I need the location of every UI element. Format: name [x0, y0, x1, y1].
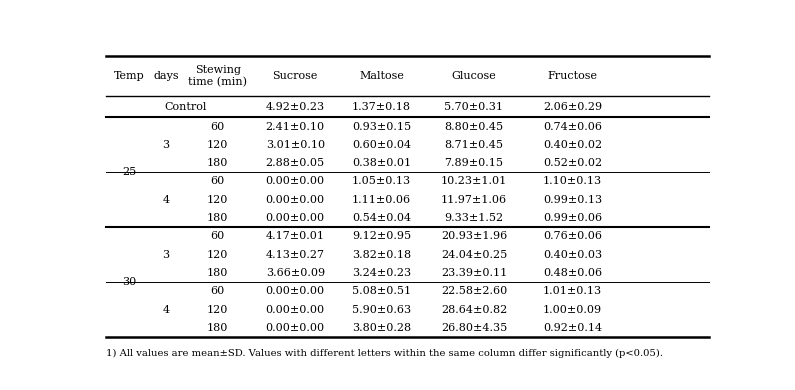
Text: 60: 60	[211, 122, 225, 131]
Text: 10.23±1.01: 10.23±1.01	[441, 177, 507, 186]
Text: 3: 3	[162, 140, 169, 150]
Text: 0.48±0.06: 0.48±0.06	[543, 268, 602, 278]
Text: 180: 180	[207, 158, 228, 168]
Text: 25: 25	[122, 167, 136, 177]
Text: 1) All values are mean±SD. Values with different letters within the same column : 1) All values are mean±SD. Values with d…	[106, 349, 662, 358]
Text: Maltose: Maltose	[359, 71, 404, 81]
Text: 0.93±0.15: 0.93±0.15	[352, 122, 411, 131]
Text: 5.08±0.51: 5.08±0.51	[352, 286, 411, 296]
Text: 24.04±0.25: 24.04±0.25	[441, 250, 507, 260]
Text: 0.60±0.04: 0.60±0.04	[352, 140, 411, 150]
Text: 9.12±0.95: 9.12±0.95	[352, 231, 411, 241]
Text: 8.80±0.45: 8.80±0.45	[444, 122, 503, 131]
Text: 0.00±0.00: 0.00±0.00	[266, 177, 325, 186]
Text: 0.40±0.02: 0.40±0.02	[543, 140, 602, 150]
Text: 1.00±0.09: 1.00±0.09	[543, 305, 602, 315]
Text: 120: 120	[207, 250, 228, 260]
Text: 0.00±0.00: 0.00±0.00	[266, 213, 325, 223]
Text: 1.05±0.13: 1.05±0.13	[352, 177, 411, 186]
Text: 5.90±0.63: 5.90±0.63	[352, 305, 411, 315]
Text: 5.70±0.31: 5.70±0.31	[444, 102, 503, 112]
Text: 2.06±0.29: 2.06±0.29	[543, 102, 602, 112]
Text: Glucose: Glucose	[452, 71, 496, 81]
Text: 3: 3	[162, 250, 169, 260]
Text: 60: 60	[211, 286, 225, 296]
Text: 0.76±0.06: 0.76±0.06	[543, 231, 602, 241]
Text: 8.71±0.45: 8.71±0.45	[444, 140, 503, 150]
Text: 3.24±0.23: 3.24±0.23	[352, 268, 411, 278]
Text: 0.00±0.00: 0.00±0.00	[266, 323, 325, 333]
Text: 0.54±0.04: 0.54±0.04	[352, 213, 411, 223]
Text: days: days	[153, 71, 179, 81]
Text: 60: 60	[211, 231, 225, 241]
Text: 0.52±0.02: 0.52±0.02	[543, 158, 602, 168]
Text: 3.82±0.18: 3.82±0.18	[352, 250, 411, 260]
Text: 20.93±1.96: 20.93±1.96	[441, 231, 507, 241]
Text: Stewing
time (min): Stewing time (min)	[188, 65, 247, 87]
Text: 2.41±0.10: 2.41±0.10	[266, 122, 325, 131]
Text: 180: 180	[207, 323, 228, 333]
Text: 1.01±0.13: 1.01±0.13	[543, 286, 602, 296]
Text: 2.88±0.05: 2.88±0.05	[266, 158, 325, 168]
Text: 180: 180	[207, 213, 228, 223]
Text: 0.92±0.14: 0.92±0.14	[543, 323, 602, 333]
Text: Fructose: Fructose	[548, 71, 598, 81]
Text: 22.58±2.60: 22.58±2.60	[441, 286, 507, 296]
Text: 0.00±0.00: 0.00±0.00	[266, 305, 325, 315]
Text: 120: 120	[207, 305, 228, 315]
Text: 4.17±0.01: 4.17±0.01	[266, 231, 325, 241]
Text: 120: 120	[207, 140, 228, 150]
Text: 1.37±0.18: 1.37±0.18	[352, 102, 411, 112]
Text: 7.89±0.15: 7.89±0.15	[444, 158, 503, 168]
Text: 9.33±1.52: 9.33±1.52	[444, 213, 503, 223]
Text: 4: 4	[162, 305, 169, 315]
Text: 3.80±0.28: 3.80±0.28	[352, 323, 411, 333]
Text: 1.10±0.13: 1.10±0.13	[543, 177, 602, 186]
Text: 3.01±0.10: 3.01±0.10	[266, 140, 325, 150]
Text: 4.13±0.27: 4.13±0.27	[266, 250, 325, 260]
Text: 30: 30	[122, 277, 136, 287]
Text: 0.00±0.00: 0.00±0.00	[266, 195, 325, 205]
Text: Sucrose: Sucrose	[273, 71, 318, 81]
Text: 4: 4	[162, 195, 169, 205]
Text: 1.11±0.06: 1.11±0.06	[352, 195, 411, 205]
Text: Temp: Temp	[114, 71, 145, 81]
Text: 60: 60	[211, 177, 225, 186]
Text: 4.92±0.23: 4.92±0.23	[266, 102, 325, 112]
Text: 0.38±0.01: 0.38±0.01	[352, 158, 411, 168]
Text: 0.40±0.03: 0.40±0.03	[543, 250, 602, 260]
Text: 11.97±1.06: 11.97±1.06	[441, 195, 507, 205]
Text: 3.66±0.09: 3.66±0.09	[266, 268, 325, 278]
Text: 180: 180	[207, 268, 228, 278]
Text: 0.99±0.13: 0.99±0.13	[543, 195, 602, 205]
Text: 26.80±4.35: 26.80±4.35	[441, 323, 507, 333]
Text: 0.00±0.00: 0.00±0.00	[266, 286, 325, 296]
Text: 120: 120	[207, 195, 228, 205]
Text: 0.99±0.06: 0.99±0.06	[543, 213, 602, 223]
Text: 28.64±0.82: 28.64±0.82	[441, 305, 507, 315]
Text: 23.39±0.11: 23.39±0.11	[441, 268, 507, 278]
Text: 0.74±0.06: 0.74±0.06	[543, 122, 602, 131]
Text: Control: Control	[165, 102, 207, 112]
